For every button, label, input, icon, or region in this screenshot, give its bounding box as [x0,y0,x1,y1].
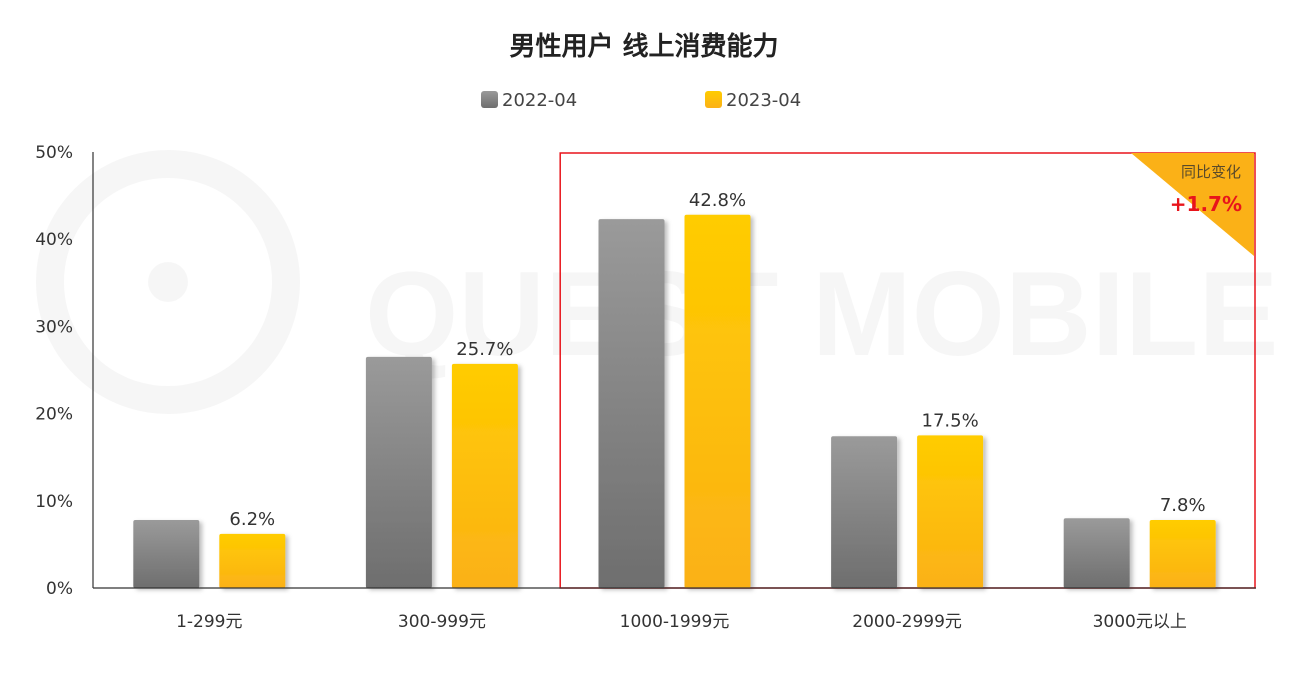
y-tick-label: 0% [46,579,73,599]
bar-2023-04-1000-1999元 [684,214,751,588]
legend-swatch-2022-04 [481,91,498,108]
legend: 2022-04 2023-04 [481,90,801,111]
legend-label-2023-04: 2023-04 [726,90,801,111]
x-tick-label: 3000元以上 [1093,612,1187,632]
bars [133,214,1216,589]
x-tick-label: 2000-2999元 [852,612,962,632]
bar-2023-04-3000元以上 [1149,519,1216,588]
y-tick-label: 30% [35,317,73,337]
yoy-badge: 同比变化 +1.7% [1131,153,1254,256]
legend-label-2022-04: 2022-04 [502,90,577,111]
data-label: 6.2% [229,509,275,530]
bar-2023-04-1-299元 [219,533,286,588]
data-label: 42.8% [689,190,746,211]
y-tick-label: 20% [35,405,73,425]
watermark-text: QUEST MOBILE [365,247,1278,381]
badge-value: +1.7% [1170,192,1242,216]
bar-2022-04-1-299元 [133,519,200,588]
data-label: 25.7% [456,339,513,360]
y-tick-label: 40% [35,230,73,250]
x-tick-label: 1-299元 [176,612,242,632]
data-label: 7.8% [1160,495,1206,516]
x-axis-ticks: 1-299元 300-999元 1000-1999元 2000-2999元 3000元以… [176,612,1187,632]
badge-title: 同比变化 [1181,163,1241,181]
bar-2022-04-300-999元 [365,356,432,588]
bar-2022-04-2000-2999元 [831,436,898,588]
data-labels: 6.2% 25.7% 42.8% 17.5% 7.8% [229,190,1205,530]
bar-2022-04-3000元以上 [1063,518,1130,588]
bar-2023-04-2000-2999元 [917,435,984,588]
bar-2023-04-300-999元 [451,363,518,588]
y-tick-label: 10% [35,492,73,512]
y-axis-ticks: 0% 10% 20% 30% 40% 50% [35,143,73,599]
y-tick-label: 50% [35,143,73,163]
chart-title: 男性用户 线上消费能力 [509,31,778,62]
bar-2022-04-1000-1999元 [598,219,665,589]
x-tick-label: 300-999元 [398,612,486,632]
legend-swatch-2023-04 [705,91,722,108]
data-label: 17.5% [922,410,979,431]
badge-triangle [1131,153,1254,256]
x-tick-label: 1000-1999元 [620,612,730,632]
